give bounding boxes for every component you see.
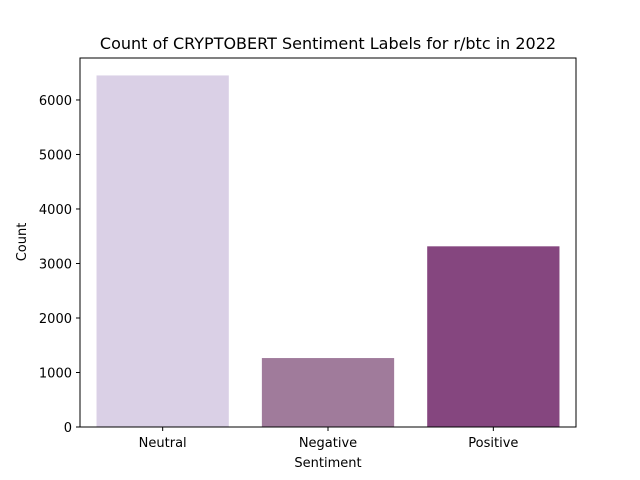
y-tick-label: 6000 [39, 94, 72, 109]
x-tick-label: Negative [299, 436, 357, 451]
y-tick-label: 0 [64, 421, 72, 436]
y-tick-label: 4000 [39, 203, 72, 218]
x-tick-label: Neutral [139, 436, 187, 451]
plot-area: Neutral Negative Positive 0 1000 2000 3000 4000… [39, 57, 577, 451]
bar-negative [261, 358, 395, 427]
chart-title: Count of CRYPTOBERT Sentiment Labels for… [100, 34, 556, 53]
bar-neutral [96, 75, 229, 427]
y-tick-label: 5000 [39, 148, 72, 163]
y-tick-label: 2000 [39, 312, 72, 327]
y-tick-label: 1000 [39, 366, 72, 381]
bar-positive [427, 246, 560, 427]
y-tick-label: 3000 [39, 257, 72, 272]
x-axis-label: Sentiment [294, 456, 361, 471]
x-tick-label: Positive [468, 436, 518, 451]
y-axis-label: Count [15, 223, 30, 262]
